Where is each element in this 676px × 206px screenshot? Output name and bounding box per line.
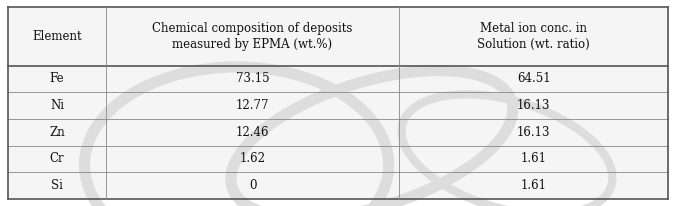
Text: Ni: Ni (50, 99, 64, 112)
Text: 73.15: 73.15 (236, 73, 269, 85)
Text: Zn: Zn (49, 126, 65, 139)
Text: 12.77: 12.77 (236, 99, 269, 112)
Text: 12.46: 12.46 (236, 126, 269, 139)
Text: 16.13: 16.13 (517, 126, 550, 139)
Text: 0: 0 (249, 179, 256, 192)
Text: 1.61: 1.61 (521, 152, 547, 165)
Text: Cr: Cr (49, 152, 64, 165)
Text: 1.61: 1.61 (521, 179, 547, 192)
Text: 16.13: 16.13 (517, 99, 550, 112)
Text: Metal ion conc. in
Solution (wt. ratio): Metal ion conc. in Solution (wt. ratio) (477, 22, 590, 51)
Text: Fe: Fe (49, 73, 64, 85)
Text: Chemical composition of deposits
measured by EPMA (wt.%): Chemical composition of deposits measure… (152, 22, 353, 51)
Text: Element: Element (32, 30, 82, 43)
Text: 1.62: 1.62 (239, 152, 266, 165)
Text: 64.51: 64.51 (517, 73, 550, 85)
Text: Si: Si (51, 179, 63, 192)
